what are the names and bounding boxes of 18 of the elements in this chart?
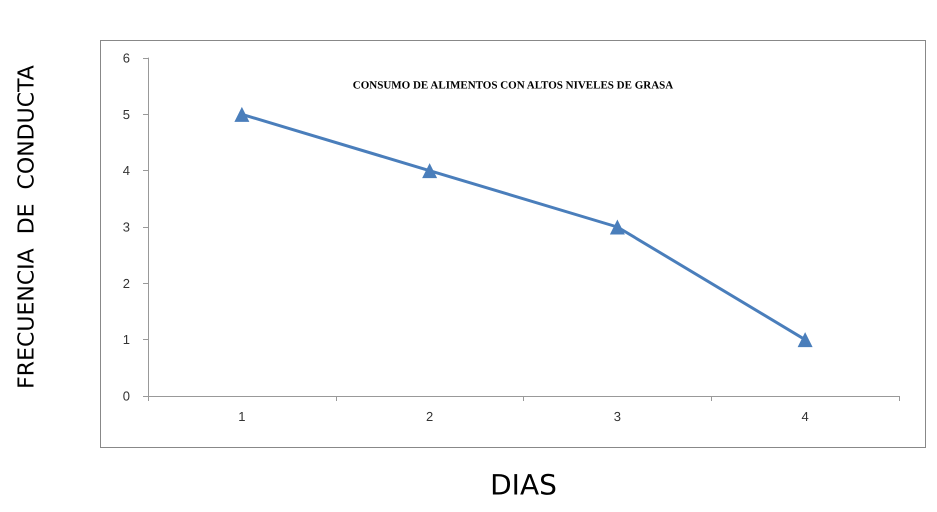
x-tick-label: 1 [238,409,246,424]
y-tick-label: 2 [122,276,130,291]
y-tick-label: 0 [122,388,130,404]
text: CONSUMO DE ALIMENTOS CON ALTOS NIVELES DE GRASA [352,80,674,92]
y-axis-title: FRECUENCIA DE CONDUCTA [14,65,40,389]
y-tick-label: 6 [122,50,130,66]
point [422,163,438,178]
point [798,332,813,348]
y-tick-label: 5 [122,106,130,122]
point [610,220,625,234]
x-axis-title: DIAS [490,468,557,502]
x-tick-label: 4 [802,409,809,424]
y-tick-label: 3 [122,220,130,234]
x-tick-label: 3 [614,409,621,424]
point [234,106,250,122]
y-tick-label: 4 [122,163,130,178]
y-tick-label: 1 [122,332,130,348]
x-tick-label: 2 [426,409,434,424]
